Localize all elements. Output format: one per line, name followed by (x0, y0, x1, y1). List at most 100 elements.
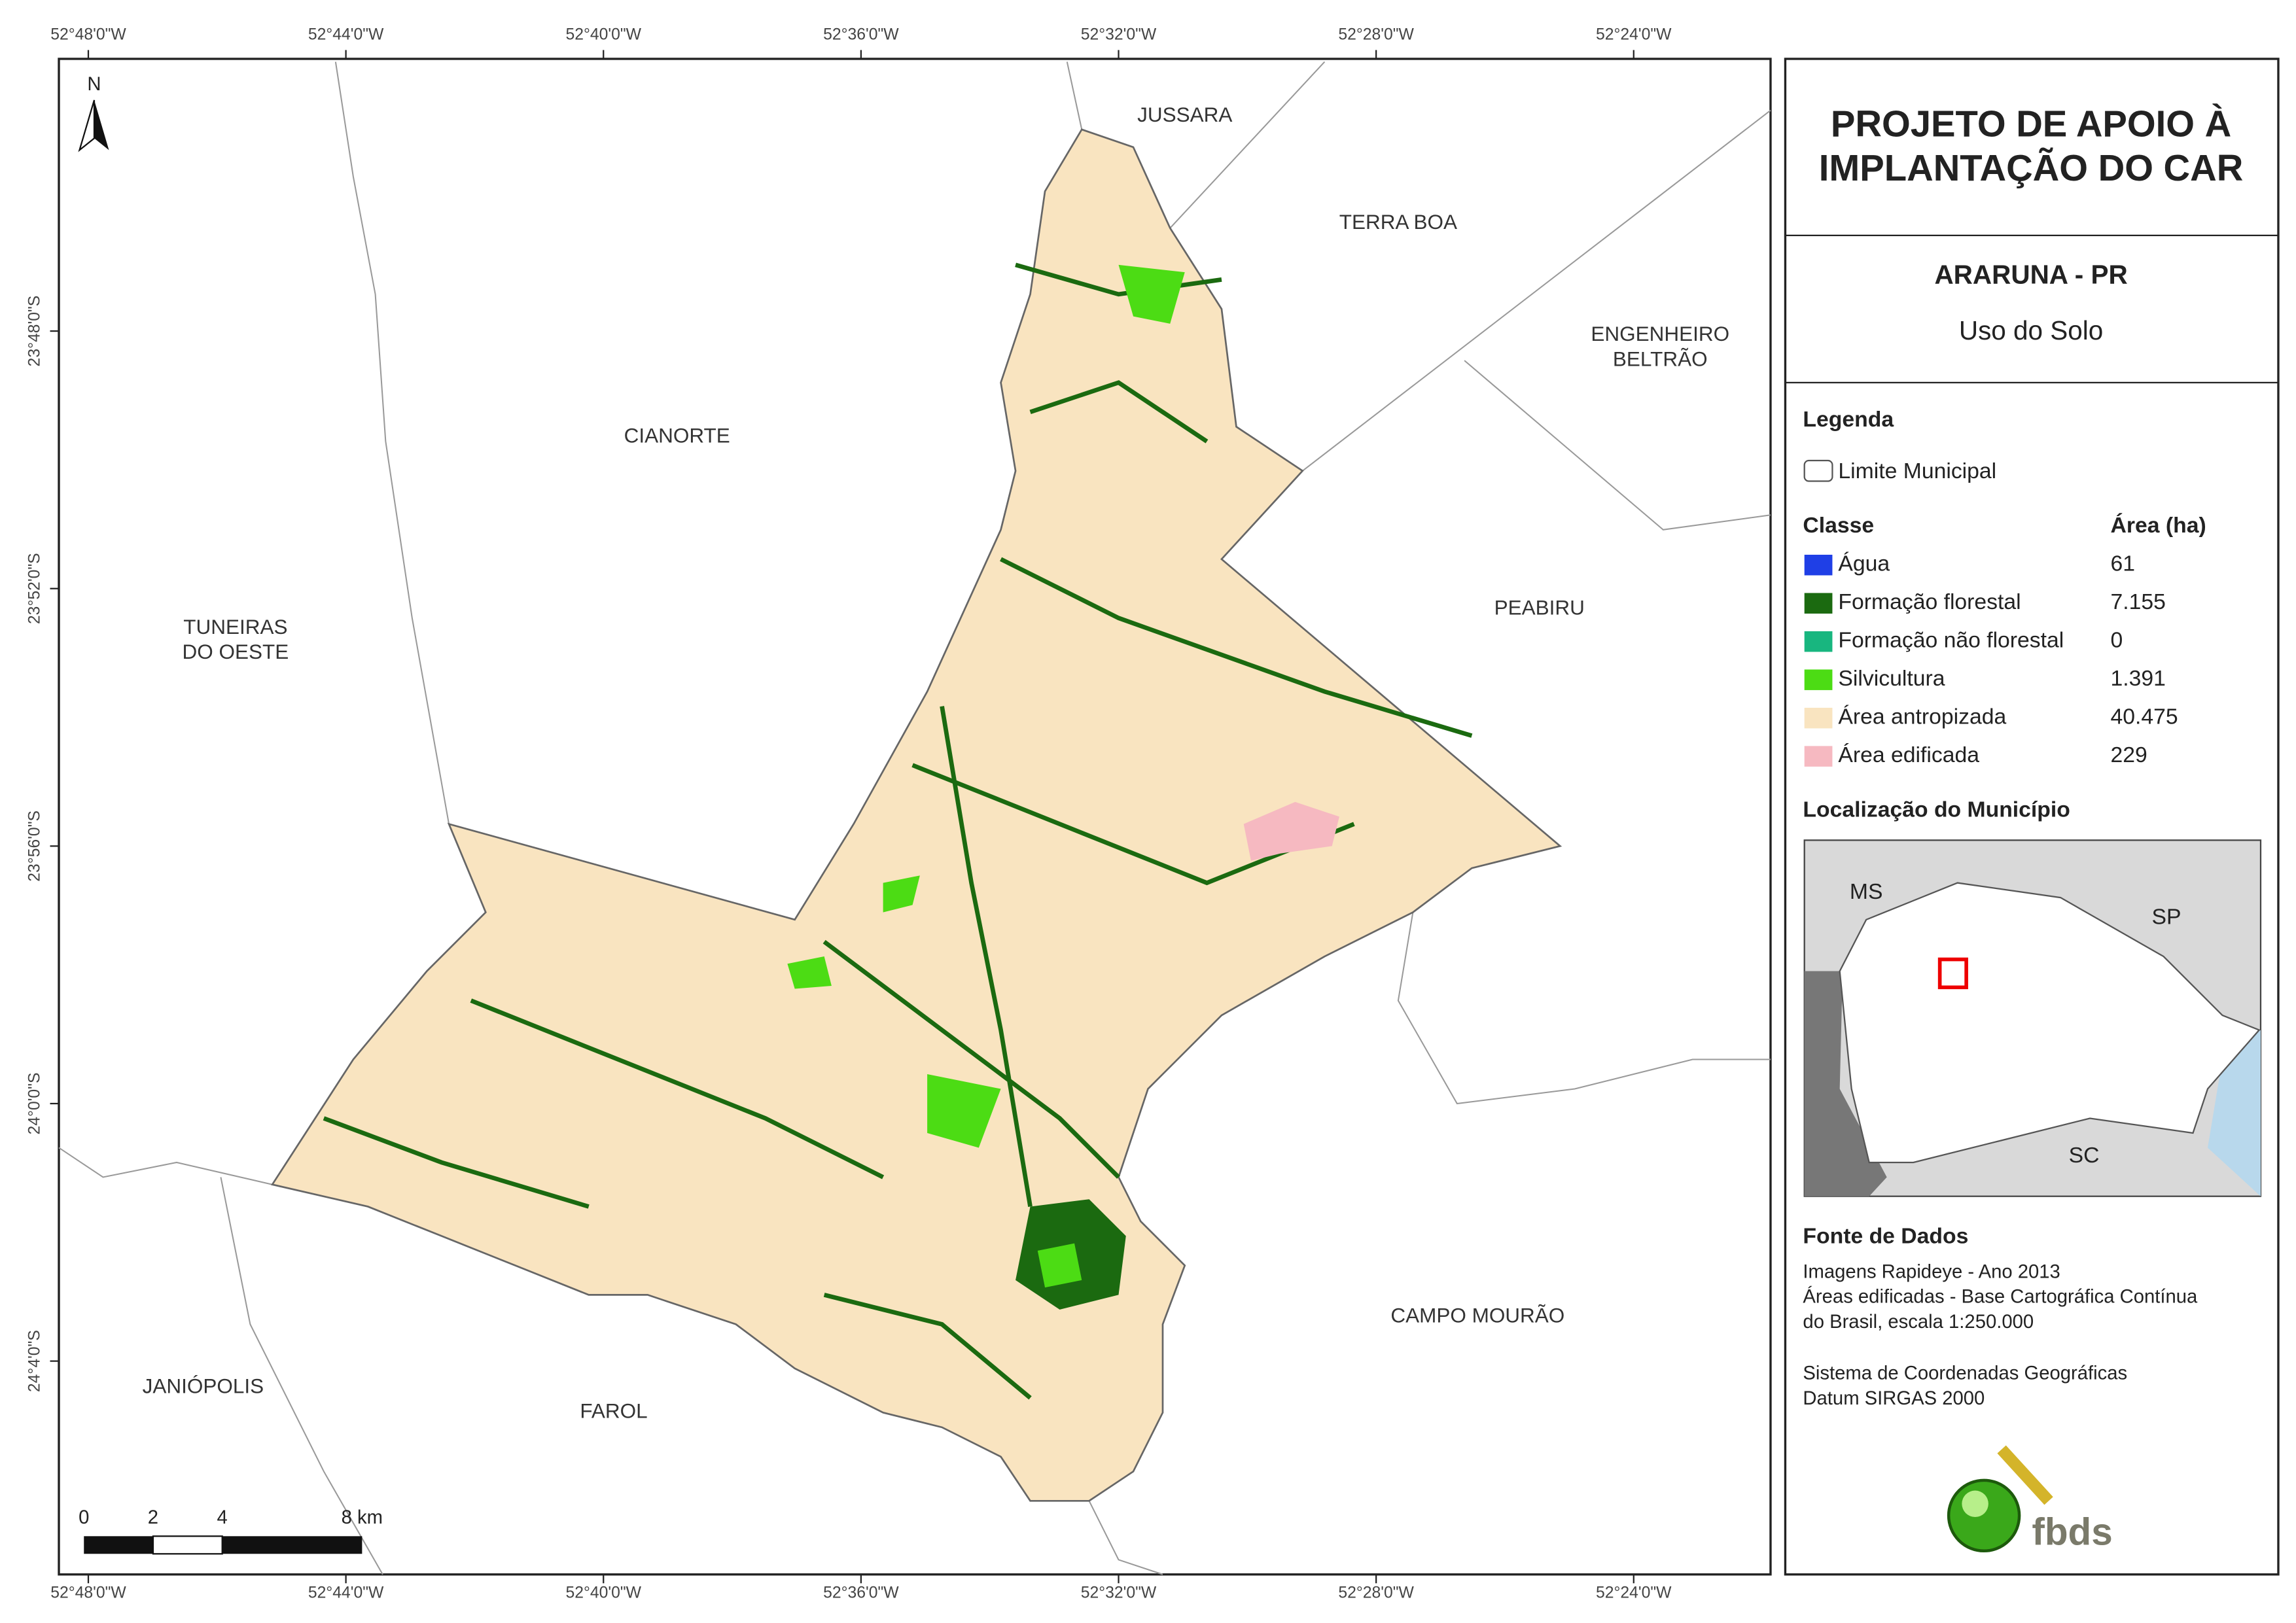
area-header: Área (ha) (2111, 513, 2206, 538)
legend-swatch (1804, 554, 1833, 576)
logo (1947, 1445, 2053, 1553)
neighbor-label: JANIÓPOLIS (143, 1374, 264, 1397)
boundary (1464, 360, 1771, 531)
parana-state (1839, 882, 2261, 1164)
neighbor-label: BELTRÃO (1613, 347, 1708, 370)
longitude-label: 52°48'0"W (50, 1584, 126, 1602)
class-name: Água (1838, 551, 1890, 576)
class-area: 1.391 (2111, 666, 2166, 691)
boundary-swatch (1803, 459, 1833, 482)
boundary (1302, 109, 1771, 472)
longitude-label: 52°32'0"W (1081, 1584, 1157, 1602)
longitude-label: 52°44'0"W (308, 26, 384, 44)
longitude-label: 52°32'0"W (1081, 26, 1157, 44)
legend-swatch (1804, 669, 1833, 690)
neighbor-boundaries (58, 61, 1771, 1575)
logo-text: fbds (2032, 1510, 2112, 1553)
forest-streams (323, 262, 1473, 1400)
source-line: Áreas edificadas - Base Cartográfica Con… (1803, 1286, 2198, 1308)
scale-bar (84, 1535, 362, 1555)
boundary (1088, 1500, 1163, 1575)
neighbor-label: DO OESTE (183, 640, 289, 663)
neighbor-label: CAMPO MOURÃO (1390, 1303, 1564, 1327)
logo-circle (1947, 1478, 2021, 1553)
class-area: 7.155 (2111, 589, 2166, 614)
title: IMPLANTAÇÃO DO CAR (1819, 147, 2244, 188)
longitude-label: 52°40'0"W (565, 26, 641, 44)
stream (323, 262, 1473, 1400)
source-line: Sistema de Coordenadas Geográficas (1803, 1363, 2127, 1384)
scale-label: 8 km (342, 1507, 383, 1528)
latitude-label: 23°48'0"S (26, 296, 44, 367)
state-label: SP (2152, 904, 2181, 929)
subtitle: Uso do Solo (1959, 315, 2103, 345)
class-area: 229 (2111, 742, 2147, 767)
longitude-label: 52°48'0"W (50, 26, 126, 44)
longitude-label: 52°28'0"W (1338, 1584, 1414, 1602)
boundary (1397, 912, 1771, 1105)
longitude-label: 52°44'0"W (308, 1584, 384, 1602)
longitude-label: 52°36'0"W (823, 26, 899, 44)
legend-swatch (1804, 746, 1833, 767)
state-label: MS (1850, 879, 1883, 904)
class-area: 40.475 (2111, 705, 2178, 729)
latitude-label: 23°56'0"S (26, 811, 44, 882)
state-label: SC (2069, 1143, 2100, 1168)
class-name: Área edificada (1838, 742, 1979, 767)
arrow-half (94, 99, 109, 150)
north-arrow (78, 99, 109, 152)
legend-panel (1784, 58, 2280, 1576)
legend-heading: Legenda (1803, 407, 1894, 432)
logo-bar (1997, 1445, 2053, 1505)
neighbor-label: PEABIRU (1494, 596, 1585, 620)
boundary (220, 1177, 383, 1575)
latitude-label: 24°4'0"S (26, 1330, 44, 1392)
boundary (334, 61, 450, 824)
legend-boundary: Limite Municipal (1838, 459, 1996, 483)
class-name: Silvicultura (1838, 666, 1945, 691)
longitude-label: 52°24'0"W (1596, 26, 1672, 44)
source-line: Datum SIRGAS 2000 (1803, 1388, 1985, 1409)
class-name: Formação florestal (1838, 589, 2021, 614)
neighbor-label: TUNEIRAS (183, 615, 287, 638)
scale-label: 2 (148, 1507, 158, 1528)
location-marker (1937, 957, 1968, 990)
scale-segment (152, 1535, 223, 1555)
class-name: Formação não florestal (1838, 628, 2064, 653)
class-header: Classe (1803, 513, 1874, 538)
legend-swatch (1804, 631, 1833, 652)
title: PROJETO DE APOIO À (1831, 103, 2231, 144)
latitude-label: 24°0'0"S (26, 1073, 44, 1135)
class-name: Área antropizada (1838, 705, 2006, 729)
municipality-area (270, 128, 1563, 1502)
neighbor-label: CIANORTE (624, 423, 730, 447)
location-heading: Localização do Município (1803, 797, 2070, 822)
longitude-label: 52°28'0"W (1338, 26, 1414, 44)
municipality-name: ARARUNA - PR (1934, 260, 2127, 290)
neighbor-label: TERRA BOA (1339, 210, 1457, 234)
arrow-half (78, 99, 96, 152)
land-patches (787, 264, 1339, 1310)
neighbor-label: JUSSARA (1137, 103, 1232, 126)
scale-label: 0 (79, 1507, 89, 1528)
logo-highlight (1962, 1490, 1988, 1518)
longitude-label: 52°40'0"W (565, 1584, 641, 1602)
longitude-label: 52°36'0"W (823, 1584, 899, 1602)
longitude-label: 52°24'0"W (1596, 1584, 1672, 1602)
scale-segment (84, 1536, 153, 1554)
legend-swatch (1804, 593, 1833, 614)
scale-label: 4 (217, 1507, 228, 1528)
class-area: 61 (2111, 551, 2136, 576)
scale-segment (222, 1536, 362, 1554)
latitude-label: 23°52'0"S (26, 553, 44, 624)
silviculture-patch (1037, 1243, 1082, 1288)
source-heading: Fonte de Dados (1803, 1224, 1968, 1249)
neighbor-label: ENGENHEIRO (1591, 322, 1729, 345)
source-line: Imagens Rapideye - Ano 2013 (1803, 1261, 2060, 1282)
north-label: N (87, 74, 101, 95)
source-line: do Brasil, escala 1:250.000 (1803, 1312, 2034, 1333)
legend-swatch (1804, 707, 1833, 729)
boundary (58, 1147, 273, 1185)
